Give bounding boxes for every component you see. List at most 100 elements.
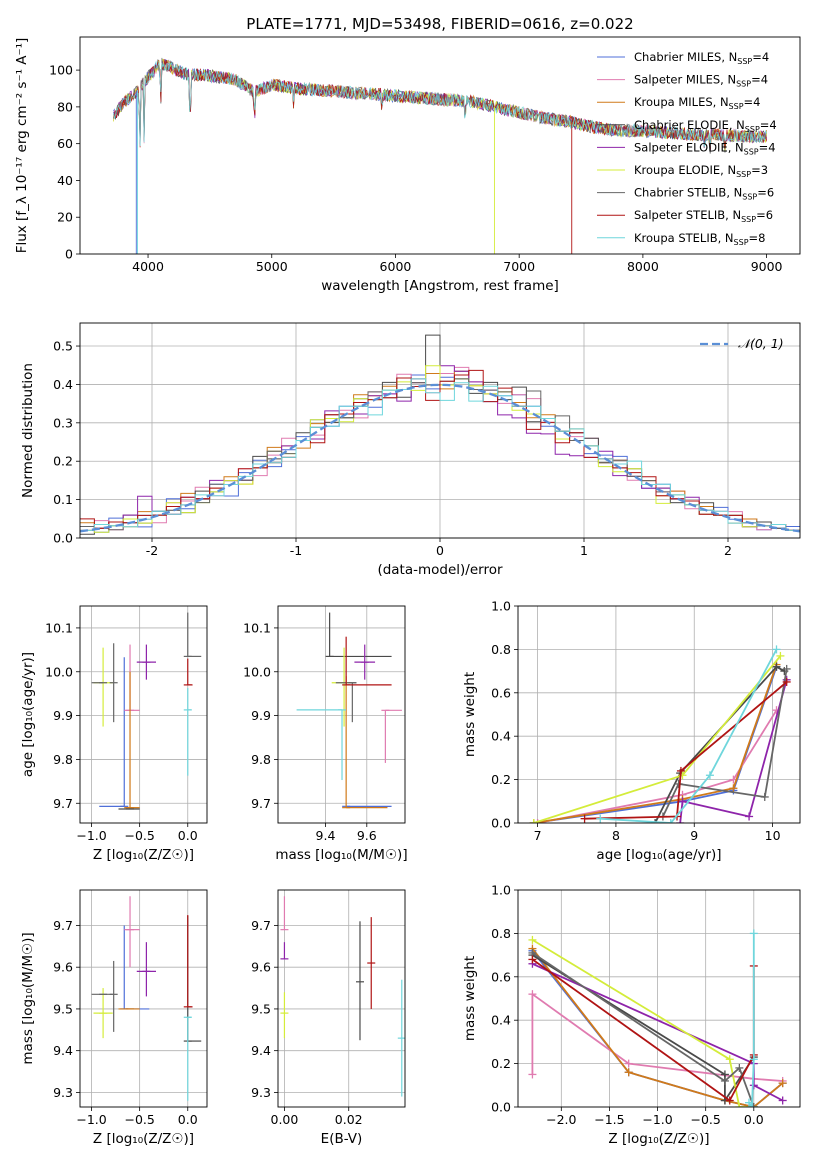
weight-vs-age-panel: 7 8 9 10 0.0 0.2 0.4 0.6 0.8 1.0 age [log₁₀(age/yr…	[462, 599, 801, 863]
y-axis-label: mass [log₁₀(M/M☉)]	[20, 932, 36, 1064]
x-tick-label: −1.5	[594, 1112, 624, 1127]
x-axis-label: E(B-V)	[321, 1131, 363, 1147]
axes-frame	[79, 605, 208, 824]
x-tick-label: -2	[146, 543, 158, 558]
y-tick-label: 9.9	[53, 708, 73, 723]
y-tick-label: 10.1	[243, 620, 271, 635]
y-tick-label: 9.7	[53, 918, 73, 933]
errorbar-points	[91, 896, 202, 1101]
axes-frame	[79, 322, 801, 539]
y-tick-label: 0.0	[491, 1100, 511, 1115]
y-tick-label: 0.4	[53, 377, 73, 392]
x-axis-label: Z [log₁₀(Z/Z☉)]	[608, 1131, 709, 1147]
mass-vs-z-panel: −1.0 −0.5 0.0 9.3 9.4 9.5 9.6 9.7 Z [log₁₀(Z/Z☉)…	[20, 889, 208, 1147]
mass-vs-ebv-panel: 0.00 0.02 9.3 9.4 9.5 9.6 9.7 E(B-V)	[251, 889, 406, 1147]
y-tick-label: 9.9	[251, 708, 271, 723]
y-tick-label: 100	[49, 63, 73, 78]
y-tick-label: 0.4	[491, 1013, 511, 1028]
y-tick-label: 9.5	[53, 1001, 73, 1016]
legend-label: Kroupa MILES, NSSP=4	[634, 95, 760, 111]
weight-lines	[529, 645, 791, 823]
weight-series-line	[531, 939, 754, 1107]
y-tick-label: 9.6	[251, 960, 271, 975]
x-tick-label: 0.0	[178, 828, 198, 843]
y-tick-label: 0.1	[53, 492, 73, 507]
x-tick-label: 9.4	[316, 828, 336, 843]
x-tick-label: 5000	[256, 259, 288, 274]
x-tick-label: 1	[580, 543, 588, 558]
y-tick-label: 9.5	[251, 1001, 271, 1016]
spectrum-series-line	[113, 60, 767, 148]
y-tick-label: 9.8	[251, 752, 271, 767]
y-tick-label: 0.2	[491, 772, 511, 787]
y-tick-label: 9.6	[53, 960, 73, 975]
errorbar-points	[296, 612, 402, 809]
y-tick-label: 0.0	[53, 531, 73, 546]
normal-curve	[80, 383, 800, 533]
residuals-panel: -2 -1 0 1 2 0.0 0.1 0.2 0.3 0.4 0.5 (data-model)/er…	[20, 322, 801, 578]
weight-series-line	[533, 664, 778, 823]
x-tick-label: 8	[612, 828, 620, 843]
y-tick-label: 9.7	[251, 918, 271, 933]
weight-series-line	[537, 709, 778, 823]
weight-series-line	[531, 954, 755, 1102]
weight-series-line	[600, 648, 778, 823]
x-tick-label: 0.00	[271, 1112, 299, 1127]
axes-frame	[517, 605, 801, 824]
y-axis-label: age [log₁₀(age/yr)]	[20, 652, 36, 777]
x-tick-label: −0.5	[124, 1112, 154, 1127]
x-tick-label: −2.0	[546, 1112, 576, 1127]
figure-title: PLATE=1771, MJD=53498, FIBERID=0616, z=0…	[246, 15, 633, 33]
y-tick-label: 0.5	[53, 339, 73, 354]
legend-label: Chabrier ELODIE, NSSP=4	[634, 118, 777, 134]
axes-frame	[277, 605, 406, 824]
y-tick-label: 20	[57, 210, 73, 225]
y-tick-label: 10.0	[243, 664, 271, 679]
x-tick-label: −1.0	[642, 1112, 672, 1127]
weight-series-line	[584, 681, 788, 820]
legend-label: Kroupa STELIB, NSSP=8	[634, 231, 765, 247]
y-tick-label: 9.3	[53, 1085, 73, 1100]
x-tick-label: −1.0	[76, 1112, 106, 1127]
y-tick-label: 0.8	[491, 642, 511, 657]
x-tick-label: 9000	[751, 259, 783, 274]
y-tick-label: 0.6	[491, 685, 511, 700]
y-tick-label: 1.0	[491, 883, 511, 898]
weight-series-line	[662, 668, 788, 817]
x-axis-label: wavelength [Angstrom, rest frame]	[321, 278, 559, 294]
y-tick-label: 40	[57, 173, 73, 188]
legend-label: Salpeter MILES, NSSP=4	[634, 73, 768, 89]
weight-series-line	[531, 958, 755, 1102]
weight-vs-z-panel: −2.0 −1.5 −1.0 −0.5 0.0 0.0 0.2 0.4 0.6 0.8 1.0 Z […	[462, 883, 801, 1147]
x-axis-label: mass [log₁₀(M/M☉)]	[275, 847, 407, 863]
y-axis-label: mass weight	[462, 956, 478, 1041]
y-tick-label: 9.4	[53, 1043, 73, 1058]
x-tick-label: -1	[290, 543, 302, 558]
age-vs-z-panel: −1.0 −0.5 0.0 9.7 9.8 9.9 10.0 10.1 Z [log₁₀(Z/Z…	[20, 605, 208, 863]
legend-label: Kroupa ELODIE, NSSP=3	[634, 163, 768, 179]
y-tick-label: 10.1	[45, 620, 73, 635]
legend-label: Salpeter ELODIE, NSSP=4	[634, 140, 776, 156]
y-axis-label: mass weight	[462, 672, 478, 757]
x-tick-label: −0.5	[690, 1112, 720, 1127]
x-tick-label: 0.0	[744, 1112, 764, 1127]
age-vs-mass-panel: 9.4 9.6 9.7 9.8 9.9 10.0 10.1 mass [log₁₀(M/M☉)…	[243, 605, 408, 863]
y-axis-label: Flux [f_λ 10⁻¹⁷ erg cm⁻² s⁻¹ A⁻¹]	[14, 38, 30, 254]
x-tick-label: −0.5	[124, 828, 154, 843]
x-axis-label: (data-model)/error	[377, 562, 503, 578]
spectrum-panel: 4000 5000 6000 7000 8000 9000 0 20 40 60 80 100 wave…	[14, 36, 801, 294]
x-tick-label: 0.0	[178, 1112, 198, 1127]
x-axis-label: age [log₁₀(age/yr)]	[596, 847, 721, 863]
x-tick-label: 10	[765, 828, 781, 843]
weight-lines	[528, 929, 787, 1107]
x-tick-label: 4000	[132, 259, 164, 274]
spectrum-legend: Chabrier MILES, NSSP=4 Salpeter MILES, NS…	[597, 50, 777, 247]
y-tick-label: 10.0	[45, 664, 73, 679]
y-tick-label: 9.8	[53, 752, 73, 767]
y-tick-label: 0.3	[53, 415, 73, 430]
x-axis-label: Z [log₁₀(Z/Z☉)]	[93, 847, 194, 863]
weight-series-line	[679, 679, 788, 823]
errorbar-points	[91, 612, 202, 810]
y-tick-label: 9.3	[251, 1085, 271, 1100]
histogram-lines	[80, 334, 800, 535]
